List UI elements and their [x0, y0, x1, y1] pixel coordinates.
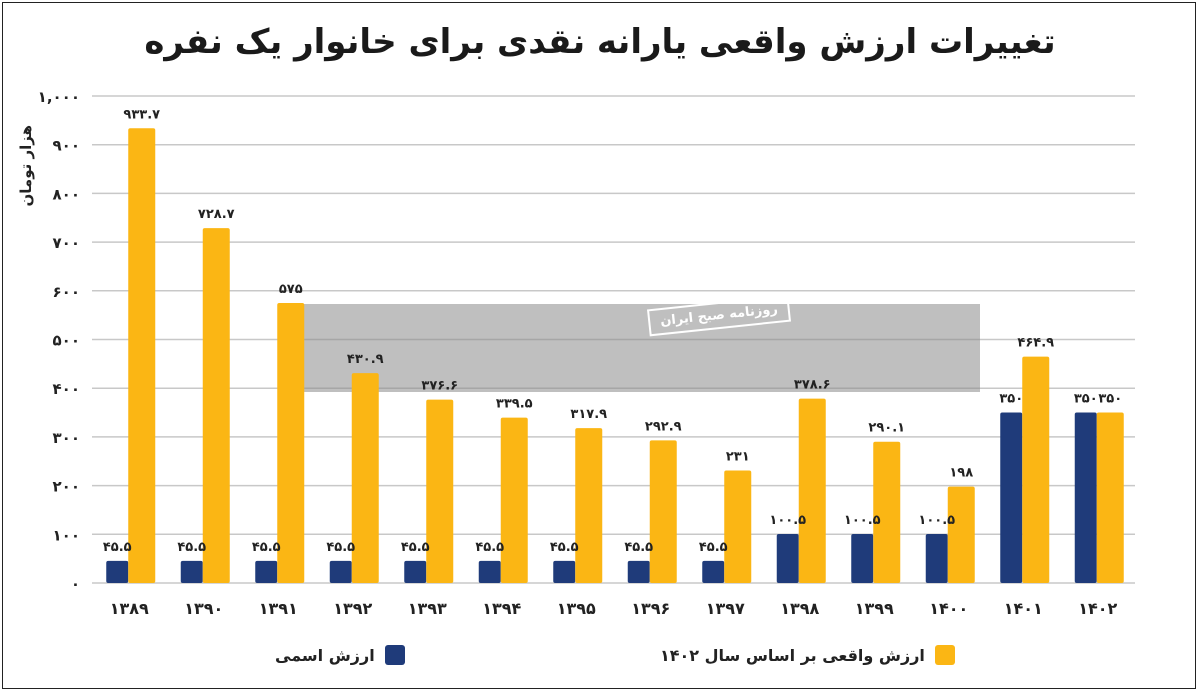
x-tick-label: ۱۳۹۸: [780, 599, 819, 618]
data-label: ۴۵.۵: [103, 540, 132, 555]
bar-real: [575, 428, 603, 583]
data-label: ۴۵.۵: [401, 540, 430, 555]
data-label: ۳۵۰: [1098, 392, 1122, 407]
x-tick-label: ۱۳۹۵: [557, 599, 596, 618]
legend-item-nominal: ارزش اسمی: [275, 645, 405, 665]
x-tick-label: ۱۳۹۹: [855, 599, 894, 618]
bar-nominal: [627, 560, 650, 583]
bar-nominal: [255, 560, 278, 583]
x-tick-label: ۱۳۹۷: [706, 599, 745, 618]
bar-real: [426, 399, 454, 583]
bar-nominal: [553, 560, 576, 583]
x-tick-label: ۱۳۹۳: [408, 599, 447, 618]
bar-real: [947, 486, 975, 583]
x-tick-label: ۱۴۰۰: [929, 599, 968, 618]
data-label: ۴۵.۵: [475, 540, 504, 555]
data-label: ۴۵.۵: [550, 540, 579, 555]
y-tick-label: ۲۰۰: [53, 478, 80, 496]
x-tick-label: ۱۳۹۲: [333, 599, 372, 618]
y-tick-label: ۹۰۰: [53, 137, 80, 155]
bar-real: [202, 228, 230, 583]
data-label: ۳۵۰: [999, 392, 1023, 407]
legend-item-real: ارزش واقعی بر اساس سال ۱۴۰۲: [660, 645, 955, 665]
data-label: ۴۵.۵: [326, 540, 355, 555]
bar-nominal: [851, 534, 874, 583]
data-label: ۳۷۸.۶: [794, 378, 831, 393]
bar-real: [128, 128, 156, 584]
bar-nominal: [478, 560, 501, 583]
x-tick-label: ۱۳۹۰: [184, 599, 223, 618]
data-label: ۷۲۸.۷: [198, 207, 235, 222]
y-tick-labels: ۰ ۱۰۰ ۲۰۰ ۳۰۰ ۴۰۰ ۵۰۰ ۶۰۰ ۷۰۰ ۸۰۰ ۹۰۰ ۱,۰۰۰: [38, 88, 80, 593]
bar-nominal: [106, 560, 129, 583]
bars: [106, 128, 1124, 584]
data-label: ۵۷۵: [279, 282, 303, 297]
bar-real: [649, 440, 677, 583]
watermark-band: [282, 304, 980, 392]
x-tick-labels: ۱۳۸۹ ۱۳۹۰ ۱۳۹۱ ۱۳۹۲ ۱۳۹۳ ۱۳۹۴ ۱۳۹۵ ۱۳۹۶ ۱۳۹۷ ۱۳۹۸…: [110, 599, 1118, 618]
bar-nominal: [404, 560, 427, 583]
data-label: ۴۵.۵: [624, 540, 653, 555]
y-tick-label: ۵۰۰: [53, 332, 80, 350]
y-tick-label: ۰: [71, 575, 80, 593]
y-tick-label: ۷۰۰: [53, 234, 80, 252]
data-label: ۹۳۳.۷: [123, 107, 160, 122]
y-tick-label: ۸۰۰: [53, 185, 80, 203]
data-label: ۳۷۶.۶: [421, 379, 458, 394]
bar-real: [277, 302, 305, 583]
data-label: ۴۵.۵: [699, 540, 728, 555]
data-label: ۳۵۰: [1074, 392, 1098, 407]
bar-nominal: [702, 560, 725, 583]
data-label: ۲۹۰.۱: [868, 421, 905, 436]
bar-real: [1022, 356, 1050, 583]
x-tick-label: ۱۳۹۱: [259, 599, 298, 618]
legend-swatch-real: [934, 645, 955, 665]
legend-label-nominal: ارزش اسمی: [275, 645, 375, 665]
data-label: ۱۰۰.۵: [769, 513, 806, 528]
x-tick-label: ۱۴۰۲: [1078, 599, 1117, 618]
legend-swatch-nominal: [384, 645, 405, 665]
data-label: ۴۶۴.۹: [1017, 336, 1054, 351]
data-label: ۲۳۱: [726, 450, 750, 465]
data-labels: ۴۵.۵ ۹۳۳.۷ ۴۵.۵ ۷۲۸.۷ ۴۵.۵ ۵۷۵ ۴۵.۵ ۴۳۰.۹ ۴۵.۵ ۳۷…: [103, 107, 1122, 555]
data-label: ۱۰۰.۵: [844, 513, 881, 528]
data-label: ۴۵.۵: [177, 540, 206, 555]
bar-nominal: [776, 534, 799, 583]
bar-nominal: [1074, 412, 1097, 583]
y-tick-label: ۳۰۰: [53, 429, 80, 447]
data-label: ۴۵.۵: [252, 540, 281, 555]
x-tick-label: ۱۳۹۴: [482, 599, 521, 618]
bar-nominal: [329, 560, 352, 583]
data-label: ۱۹۸: [949, 466, 973, 481]
data-label: ۲۹۲.۹: [645, 419, 682, 434]
bar-nominal: [1000, 412, 1023, 583]
bar-real: [500, 417, 528, 583]
y-tick-label: ۴۰۰: [53, 380, 80, 398]
y-tick-label: ۶۰۰: [53, 283, 80, 301]
bar-real: [798, 398, 826, 583]
bar-real: [351, 373, 379, 583]
legend-label-real: ارزش واقعی بر اساس سال ۱۴۰۲: [660, 645, 925, 665]
x-tick-label: ۱۳۸۹: [110, 599, 149, 618]
data-label: ۱۰۰.۵: [918, 513, 955, 528]
data-label: ۴۳۰.۹: [347, 352, 384, 367]
bar-nominal: [925, 534, 948, 583]
y-tick-label: ۱۰۰: [53, 526, 80, 544]
bar-real: [724, 470, 752, 583]
y-tick-label: ۱,۰۰۰: [38, 88, 80, 106]
x-tick-label: ۱۴۰۱: [1004, 599, 1043, 618]
chart-title: تغییرات ارزش واقعی یارانه نقدی برای خانو…: [144, 22, 1056, 62]
bar-nominal: [180, 560, 203, 583]
x-tick-label: ۱۳۹۶: [631, 599, 670, 618]
data-label: ۳۳۹.۵: [496, 397, 533, 412]
bar-real: [873, 441, 901, 583]
bar-real: [1096, 412, 1124, 583]
data-label: ۳۱۷.۹: [570, 407, 607, 422]
